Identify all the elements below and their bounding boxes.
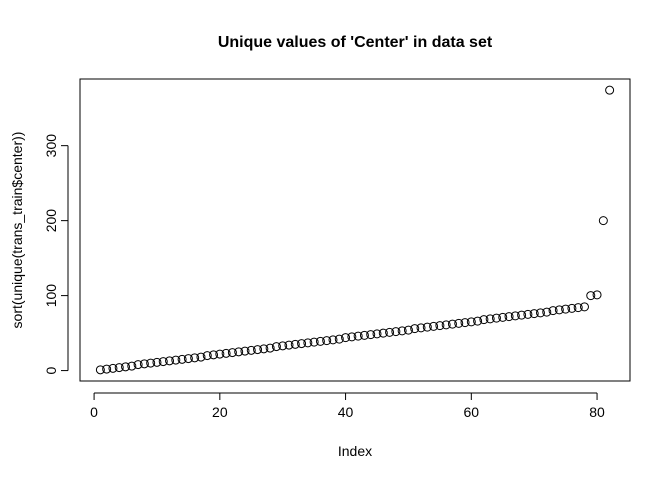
point [561, 304, 571, 314]
point [403, 325, 413, 335]
point [485, 314, 495, 324]
point [353, 331, 363, 341]
point [171, 355, 181, 365]
point [372, 329, 382, 339]
point [227, 348, 237, 358]
point [114, 363, 124, 373]
point [573, 303, 583, 313]
point [303, 338, 313, 348]
point [598, 216, 608, 226]
chart-title: Unique values of 'Center' in data set [218, 34, 493, 51]
point [165, 356, 175, 366]
point [542, 307, 552, 317]
point [152, 357, 162, 367]
point [498, 312, 508, 322]
y-tick-label: 100 [43, 284, 59, 308]
point [378, 328, 388, 338]
point [183, 354, 193, 364]
point [454, 318, 464, 328]
point [460, 318, 470, 328]
point [466, 317, 476, 327]
point [605, 85, 615, 95]
point [102, 364, 112, 374]
point [510, 311, 520, 321]
point [297, 339, 307, 349]
point [196, 352, 206, 362]
point [284, 340, 294, 350]
x-tick-label: 80 [589, 404, 605, 420]
point [592, 290, 602, 300]
point [397, 326, 407, 336]
point [366, 330, 376, 340]
point [523, 309, 533, 319]
y-tick-label: 300 [43, 134, 59, 158]
point [341, 333, 351, 343]
point [209, 350, 219, 360]
point [410, 324, 420, 334]
point [315, 336, 325, 346]
point [491, 313, 501, 323]
point [177, 354, 187, 364]
point [473, 316, 483, 326]
point [334, 334, 344, 344]
point [529, 309, 539, 319]
point [265, 343, 275, 353]
point [240, 346, 250, 356]
y-axis-label: sort(unique(trans_train$center)) [9, 132, 25, 329]
point [517, 310, 527, 320]
point [202, 351, 212, 361]
point [278, 341, 288, 351]
point [391, 327, 401, 337]
y-tick-label: 200 [43, 209, 59, 233]
point [271, 342, 281, 352]
point [322, 336, 332, 346]
point [221, 348, 231, 358]
point [429, 321, 439, 331]
point [579, 302, 589, 312]
x-axis-label: Index [338, 443, 372, 459]
point [567, 303, 577, 313]
point [422, 322, 432, 332]
point [253, 345, 263, 355]
x-tick-label: 40 [338, 404, 354, 420]
point [359, 330, 369, 340]
point [309, 337, 319, 347]
point [441, 320, 451, 330]
point [259, 344, 269, 354]
point [447, 319, 457, 329]
point [190, 353, 200, 363]
x-tick-label: 20 [212, 404, 228, 420]
point [146, 358, 156, 368]
point [328, 335, 338, 345]
point [416, 323, 426, 333]
point [554, 305, 564, 315]
point [246, 345, 256, 355]
point [435, 321, 445, 331]
y-tick-label: 0 [43, 366, 59, 374]
point [385, 327, 395, 337]
x-tick-label: 0 [90, 404, 98, 420]
point [479, 315, 489, 325]
point [548, 306, 558, 316]
point [504, 312, 514, 322]
point [108, 363, 118, 373]
point [586, 291, 596, 301]
point [290, 339, 300, 349]
point [234, 347, 244, 357]
point [95, 365, 105, 375]
point [139, 359, 149, 369]
point [133, 360, 143, 370]
x-tick-label: 60 [464, 404, 480, 420]
point [127, 361, 137, 371]
point [158, 357, 168, 367]
point [215, 349, 225, 359]
point [121, 362, 131, 372]
point [535, 308, 545, 318]
point [347, 332, 357, 342]
plot-box [79, 78, 631, 382]
